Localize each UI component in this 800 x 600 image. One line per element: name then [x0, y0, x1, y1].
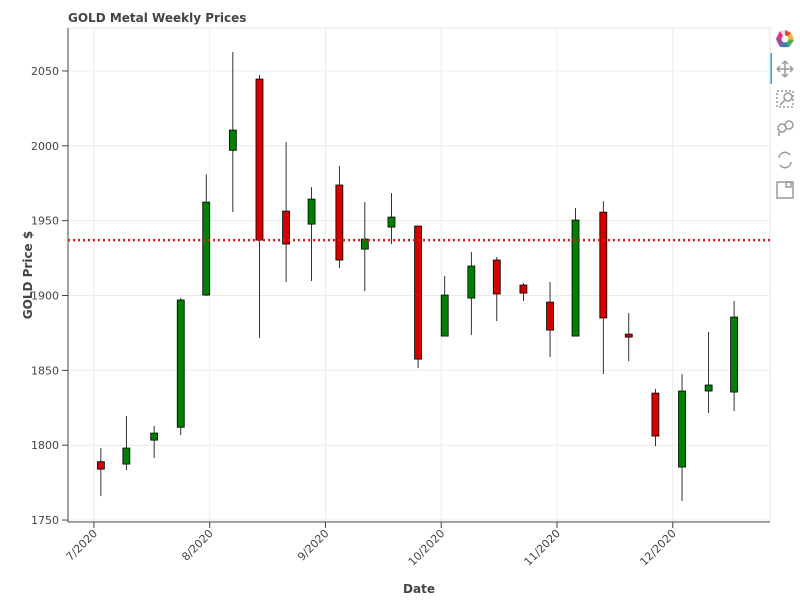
candle-body	[492, 259, 501, 295]
candle-body	[414, 225, 422, 360]
x-tick-label: 10/2020	[406, 527, 448, 569]
candle-body	[282, 210, 291, 245]
icon-part	[776, 90, 794, 108]
candle-body	[176, 299, 185, 428]
x-tick-label: 11/2020	[522, 527, 564, 569]
save-tool[interactable]	[776, 181, 794, 199]
candle-body	[519, 284, 528, 294]
icon-part	[784, 120, 794, 130]
candle-body	[704, 384, 713, 392]
icon-part	[778, 151, 792, 169]
x-tick-label: 8/2020	[179, 527, 216, 564]
candle-body	[255, 78, 264, 241]
candle-body	[335, 184, 344, 261]
bokeh-logo	[776, 30, 794, 48]
box-zoom-tool[interactable]	[776, 90, 794, 108]
candle-body	[599, 211, 608, 319]
y-tick-label: 2000	[31, 140, 59, 153]
candle-body	[307, 198, 316, 225]
y-axis-label: GOLD Price $	[21, 231, 35, 319]
candle-body	[678, 390, 686, 468]
candle-body	[202, 201, 211, 296]
wheel-zoom-tool[interactable]	[777, 120, 794, 136]
candle-body	[624, 333, 633, 338]
candle-body	[467, 265, 476, 299]
logo-part	[780, 39, 789, 47]
y-tick-label: 1850	[31, 364, 59, 377]
logo-center	[781, 35, 789, 43]
x-tick-label: 9/2020	[295, 527, 332, 564]
icon-part	[785, 181, 792, 188]
candle-body	[150, 432, 159, 441]
y-tick-label: 1950	[31, 215, 59, 228]
x-tick-label: 12/2020	[637, 527, 679, 569]
icon-part	[783, 92, 793, 102]
candle-body	[96, 461, 105, 470]
chart-title: GOLD Metal Weekly Prices	[68, 11, 246, 25]
candle-body	[228, 129, 237, 151]
y-tick-label: 2050	[31, 65, 59, 78]
x-axis-label: Date	[403, 582, 435, 596]
candle-body	[387, 216, 396, 228]
y-tick-label: 1750	[31, 514, 59, 527]
y-tick-label: 1800	[31, 439, 59, 452]
candle-body	[571, 219, 580, 337]
reset-tool[interactable]	[778, 151, 792, 169]
pan-tool[interactable]	[776, 60, 794, 78]
candle-body	[730, 316, 739, 393]
y-tick-label: 1900	[31, 290, 59, 303]
icon-part	[776, 181, 794, 199]
icon-part	[779, 99, 786, 106]
candle-body	[440, 294, 449, 337]
candle-body	[651, 392, 660, 437]
toolbar	[770, 30, 794, 199]
candle-body	[546, 301, 554, 331]
candle-body	[122, 447, 131, 465]
x-tick-label: 7/2020	[63, 527, 100, 564]
